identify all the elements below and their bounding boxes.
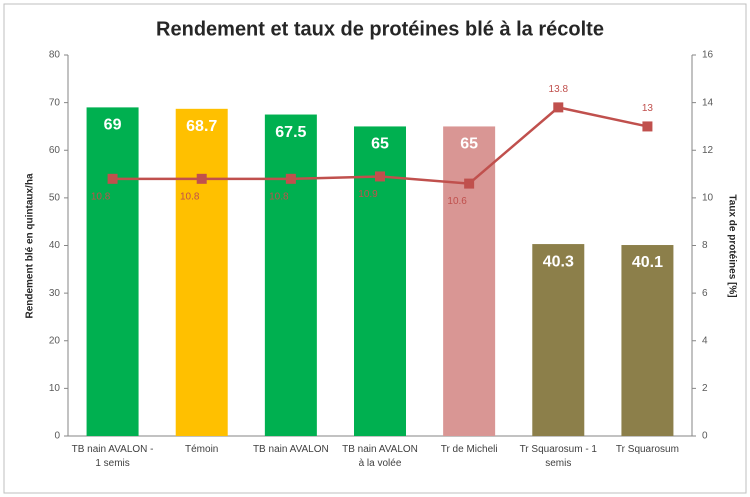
y-tick-label: 50 — [49, 193, 61, 204]
y2-tick-label: 4 — [702, 335, 708, 346]
line-marker — [196, 173, 207, 184]
bar — [532, 244, 585, 436]
line-marker — [107, 173, 118, 184]
x-tick-label: Tr Squarosum — [615, 444, 679, 455]
bar-value-label: 65 — [371, 136, 389, 153]
y-tick-label: 80 — [49, 50, 61, 61]
y2-tick-label: 14 — [702, 97, 714, 108]
line-marker — [464, 178, 475, 189]
line-marker — [285, 173, 296, 184]
x-tick-label: Témoin — [185, 444, 219, 455]
y2-tick-label: 8 — [702, 240, 708, 251]
y-axis-title: Rendement blé en quintaux/ha — [25, 173, 36, 318]
y2-tick-label: 6 — [702, 288, 708, 299]
bar-value-label: 67.5 — [275, 124, 306, 141]
line-value-label: 10.8 — [269, 191, 289, 202]
y2-tick-label: 10 — [702, 193, 714, 204]
y-tick-label: 30 — [49, 288, 61, 299]
line-marker — [642, 121, 653, 132]
line-value-label: 10.6 — [447, 196, 467, 207]
bar — [264, 114, 317, 436]
bar-value-label: 65 — [460, 136, 478, 153]
line-marker — [375, 171, 385, 182]
line-value-label: 10.8 — [180, 191, 200, 202]
bar — [621, 245, 674, 436]
y-tick-label: 10 — [49, 383, 61, 394]
y2-axis-title: Taux de protéines [%] — [726, 194, 737, 297]
x-tick-label: Tr de Micheli — [440, 444, 498, 455]
x-tick-label: TB nain AVALON - 1 semis — [71, 444, 154, 469]
bar-value-label: 69 — [104, 117, 122, 134]
y2-tick-label: 0 — [702, 431, 708, 442]
x-tick-label: Tr Squarosum - 1 semis — [519, 444, 597, 469]
y-tick-label: 40 — [49, 240, 61, 251]
y-tick-label: 20 — [49, 335, 61, 346]
y-tick-label: 60 — [49, 145, 61, 156]
line-value-label: 13 — [642, 103, 654, 114]
bar — [86, 107, 139, 436]
y-tick-label: 70 — [49, 97, 61, 108]
y2-tick-label: 16 — [702, 50, 714, 61]
y2-tick-label: 2 — [702, 383, 708, 394]
line-value-label: 10.9 — [358, 189, 378, 200]
y2-tick-label: 12 — [702, 145, 714, 156]
line-marker — [553, 102, 564, 113]
bar-value-label: 40.3 — [543, 253, 574, 270]
line-value-label: 10.8 — [91, 191, 111, 202]
bar — [175, 108, 228, 436]
y-tick-label: 0 — [54, 431, 60, 442]
line-value-label: 13.8 — [549, 84, 569, 95]
chart-title: Rendement et taux de protéines blé à la … — [156, 18, 604, 40]
bar-value-label: 40.1 — [632, 254, 663, 271]
x-tick-label: TB nain AVALON à la volée — [342, 444, 418, 469]
bar-value-label: 68.7 — [186, 118, 217, 135]
x-tick-label: TB nain AVALON — [252, 444, 329, 455]
bar — [443, 126, 496, 436]
